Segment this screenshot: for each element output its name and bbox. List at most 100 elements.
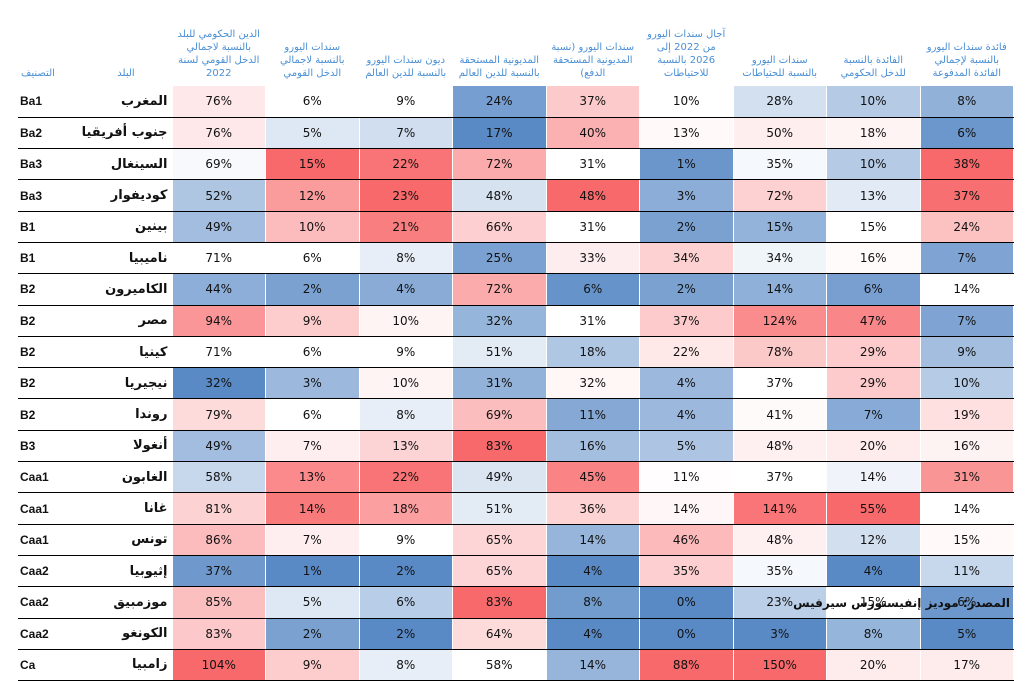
- value-cell-eurobond_interest_share: 7%: [919, 305, 1014, 337]
- value-cell-eurobonds_due: 48%: [545, 179, 640, 212]
- value-cell-interest_revenue: 6%: [826, 273, 921, 306]
- value-cell-due_debt_world: 17%: [452, 117, 547, 150]
- value-cell-eurobonds_reserves: 48%: [732, 430, 827, 463]
- table-row: Caa1 غانا 81% 14% 18% 51% 36% 14% 141% 55% 14%: [18, 492, 1014, 525]
- value-cell-eurobonds_debt: 6%: [358, 586, 453, 619]
- value-cell-eurobond_interest_share: 31%: [919, 461, 1014, 494]
- value-cell-due_debt_world: 64%: [452, 618, 547, 650]
- table-row: Ba1 المغرب 76% 6% 9% 24% 37% 10% 28% 10% 8%: [18, 86, 1014, 118]
- value-cell-maturities_reserves: 0%: [639, 618, 734, 650]
- rating-cell: B1: [18, 211, 80, 243]
- value-cell-eurobond_interest_share: 24%: [919, 211, 1014, 243]
- value-cell-interest_revenue: 8%: [826, 618, 921, 650]
- value-cell-eurobonds_debt: 23%: [358, 179, 453, 212]
- value-cell-debt_gdp: 104%: [171, 649, 266, 681]
- value-cell-interest_revenue: 10%: [826, 86, 921, 118]
- value-cell-eurobonds_gni: 5%: [265, 586, 360, 619]
- value-cell-interest_revenue: 12%: [826, 524, 921, 556]
- value-cell-eurobonds_debt: 21%: [358, 211, 453, 243]
- column-header-eurobonds_reserves: سندات اليورو بالنسبة للحتياطات: [742, 55, 818, 79]
- value-cell-maturities_reserves: 10%: [639, 86, 734, 118]
- value-cell-eurobond_interest_share: 14%: [919, 492, 1014, 525]
- rating-cell: B1: [18, 242, 80, 275]
- value-cell-eurobonds_gni: 6%: [265, 242, 360, 275]
- value-cell-eurobonds_gni: 2%: [265, 618, 360, 650]
- value-cell-debt_gdp: 71%: [171, 242, 266, 275]
- value-cell-eurobonds_debt: 22%: [358, 461, 453, 494]
- value-cell-eurobonds_reserves: 72%: [732, 179, 827, 212]
- table-row: Ba3 السينغال 69% 15% 22% 72% 31% 1% 35% 10% 38%: [18, 148, 1014, 181]
- value-cell-maturities_reserves: 88%: [639, 649, 734, 681]
- table-row: Caa2 إثيوبيا 37% 1% 2% 65% 4% 35% 35% 4% 11%: [18, 555, 1014, 588]
- value-cell-debt_gdp: 52%: [171, 179, 266, 212]
- value-cell-eurobonds_gni: 3%: [265, 367, 360, 400]
- value-cell-eurobonds_reserves: 14%: [732, 273, 827, 306]
- value-cell-eurobonds_debt: 7%: [358, 117, 453, 150]
- value-cell-debt_gdp: 76%: [171, 86, 266, 118]
- country-cell: كينيا: [80, 336, 172, 369]
- value-cell-eurobonds_debt: 10%: [358, 305, 453, 337]
- value-cell-due_debt_world: 69%: [452, 398, 547, 431]
- country-cell: ناميبيا: [80, 242, 172, 275]
- column-header-country: البلد: [117, 68, 135, 79]
- value-cell-eurobonds_due: 8%: [545, 586, 640, 619]
- value-cell-eurobond_interest_share: 11%: [919, 555, 1014, 588]
- value-cell-eurobonds_reserves: 78%: [732, 336, 827, 369]
- column-header-rating: التصنيف: [21, 68, 55, 79]
- value-cell-interest_revenue: 18%: [826, 117, 921, 150]
- value-cell-debt_gdp: 94%: [171, 305, 266, 337]
- value-cell-eurobonds_reserves: 150%: [732, 649, 827, 681]
- value-cell-debt_gdp: 76%: [171, 117, 266, 150]
- column-header-debt_gdp: الدين الحكومي للبلد بالنسبة لاجمالي الدخ…: [177, 29, 260, 79]
- value-cell-eurobond_interest_share: 8%: [919, 86, 1014, 118]
- value-cell-eurobond_interest_share: 7%: [919, 242, 1014, 275]
- value-cell-maturities_reserves: 13%: [639, 117, 734, 150]
- table-row: B2 مصر 94% 9% 10% 32% 31% 37% 124% 47% 7%: [18, 305, 1014, 337]
- value-cell-eurobonds_due: 40%: [545, 117, 640, 150]
- column-header-eurobonds_due: سندات اليورو (نسبة المديونية المستحقة ال…: [551, 42, 635, 79]
- value-cell-eurobonds_reserves: 124%: [732, 305, 827, 337]
- value-cell-eurobonds_reserves: 37%: [732, 367, 827, 400]
- table-row: B1 بينين 49% 10% 21% 66% 31% 2% 15% 15% 24%: [18, 211, 1014, 243]
- value-cell-eurobonds_debt: 4%: [358, 273, 453, 306]
- value-cell-eurobonds_gni: 2%: [265, 273, 360, 306]
- value-cell-eurobonds_due: 33%: [545, 242, 640, 275]
- value-cell-debt_gdp: 37%: [171, 555, 266, 588]
- rating-cell: B2: [18, 273, 80, 306]
- value-cell-eurobonds_due: 18%: [545, 336, 640, 369]
- value-cell-eurobonds_reserves: 35%: [732, 148, 827, 181]
- value-cell-eurobond_interest_share: 16%: [919, 430, 1014, 463]
- value-cell-due_debt_world: 51%: [452, 336, 547, 369]
- value-cell-eurobonds_gni: 6%: [265, 336, 360, 369]
- value-cell-eurobonds_reserves: 15%: [732, 211, 827, 243]
- column-header-maturities_reserves: آجال سندات اليورو من 2022 إلى 2026 بالنس…: [647, 29, 726, 79]
- value-cell-due_debt_world: 48%: [452, 179, 547, 212]
- country-cell: موزمبيق: [80, 586, 172, 619]
- value-cell-due_debt_world: 65%: [452, 524, 547, 556]
- table-body: Ba1 المغرب 76% 6% 9% 24% 37% 10% 28% 10% 8% Ba2 جنوب…: [18, 86, 1014, 681]
- country-cell: المغرب: [80, 86, 172, 118]
- value-cell-eurobond_interest_share: 5%: [919, 618, 1014, 650]
- value-cell-eurobonds_reserves: 28%: [732, 86, 827, 118]
- value-cell-eurobonds_due: 36%: [545, 492, 640, 525]
- value-cell-eurobonds_reserves: 48%: [732, 524, 827, 556]
- value-cell-interest_revenue: 4%: [826, 555, 921, 588]
- value-cell-debt_gdp: 79%: [171, 398, 266, 431]
- rating-cell: Ba3: [18, 179, 80, 212]
- value-cell-due_debt_world: 24%: [452, 86, 547, 118]
- value-cell-eurobonds_due: 16%: [545, 430, 640, 463]
- rating-cell: Caa2: [18, 555, 80, 588]
- source-note: المصدر: موديز إنفيستورس سيرفيس: [793, 596, 1010, 610]
- value-cell-maturities_reserves: 14%: [639, 492, 734, 525]
- value-cell-debt_gdp: 85%: [171, 586, 266, 619]
- rating-cell: Caa1: [18, 461, 80, 494]
- rating-cell: Caa2: [18, 586, 80, 619]
- value-cell-eurobonds_debt: 8%: [358, 398, 453, 431]
- country-cell: جنوب أفريقيا: [80, 117, 172, 150]
- rating-cell: B2: [18, 367, 80, 400]
- value-cell-eurobond_interest_share: 9%: [919, 336, 1014, 369]
- value-cell-eurobonds_debt: 8%: [358, 242, 453, 275]
- value-cell-eurobonds_debt: 2%: [358, 555, 453, 588]
- value-cell-due_debt_world: 83%: [452, 430, 547, 463]
- rating-cell: Caa1: [18, 524, 80, 556]
